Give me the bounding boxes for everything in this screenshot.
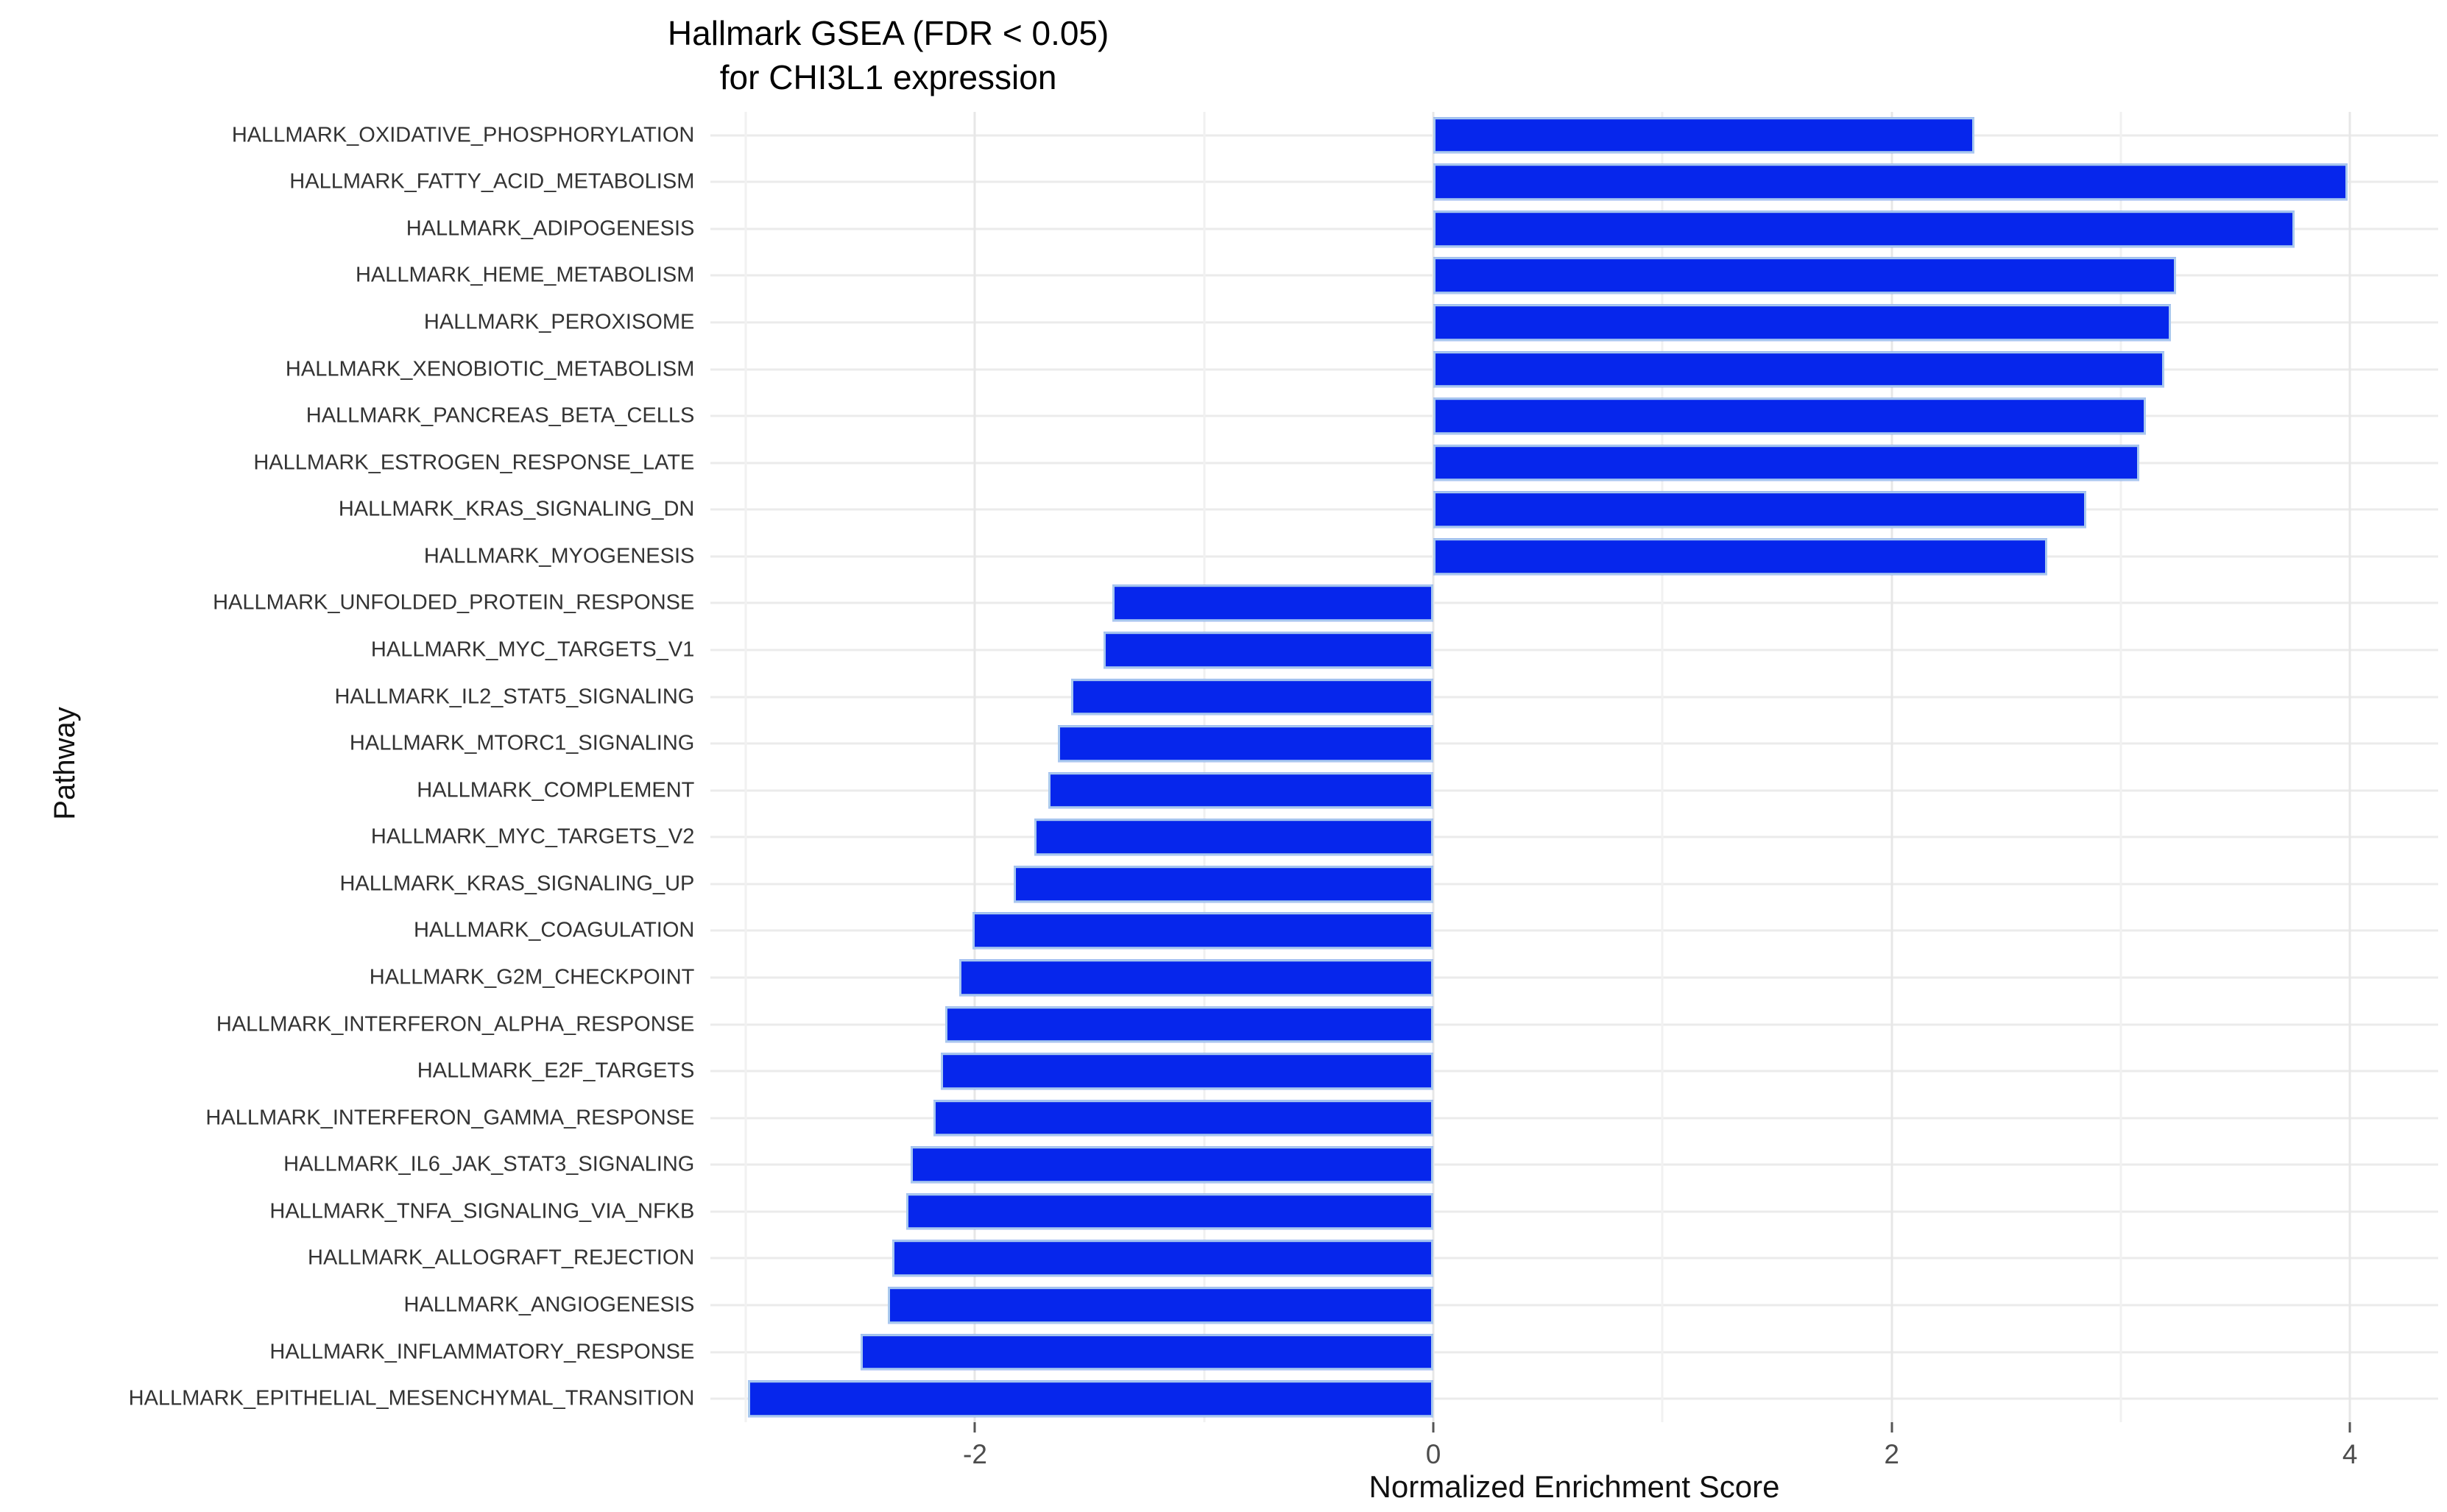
bar (1034, 819, 1434, 856)
bar (958, 959, 1434, 996)
x-tick-label: 0 (1425, 1438, 1441, 1469)
minor-gridline (2119, 111, 2122, 1422)
bar (1433, 304, 2172, 341)
bar (1048, 771, 1434, 809)
horizontal-gridline (710, 1210, 2439, 1213)
y-axis-label: HALLMARK_KRAS_SIGNALING_UP (339, 872, 695, 896)
x-tick-label: 4 (2342, 1438, 2358, 1469)
bar (1433, 116, 1974, 154)
y-axis-label: HALLMARK_MYC_TARGETS_V1 (370, 637, 695, 662)
minor-gridline (1661, 111, 1664, 1422)
y-axis-label: HALLMARK_FATTY_ACID_METABOLISM (289, 169, 695, 194)
bar (892, 1240, 1434, 1277)
x-axis-title: Normalized Enrichment Score (1369, 1469, 1780, 1505)
y-axis-label: HALLMARK_PANCREAS_BETA_CELLS (306, 403, 695, 428)
x-tick-label: 2 (1884, 1438, 1899, 1469)
minor-gridline (744, 111, 747, 1422)
bar (906, 1193, 1434, 1230)
bar (1071, 678, 1434, 716)
bar (940, 1053, 1434, 1089)
y-axis-label: HALLMARK_ADIPOGENESIS (406, 216, 695, 241)
y-axis-label: HALLMARK_IL2_STAT5_SIGNALING (334, 685, 695, 709)
horizontal-gridline (710, 1070, 2439, 1073)
x-tick-mark (1432, 1421, 1435, 1433)
bar (1433, 163, 2348, 201)
y-axis-label: HALLMARK_EPITHELIAL_MESENCHYMAL_TRANSITI… (128, 1386, 695, 1410)
y-axis-label: HALLMARK_MYOGENESIS (423, 544, 695, 568)
x-tick-label: -2 (963, 1438, 987, 1469)
y-axis-label: HALLMARK_COMPLEMENT (417, 778, 695, 802)
bar (1103, 632, 1434, 668)
horizontal-gridline (710, 1117, 2439, 1120)
horizontal-gridline (710, 929, 2439, 932)
y-axis-label: HALLMARK_G2M_CHECKPOINT (369, 965, 695, 989)
horizontal-gridline (710, 742, 2439, 745)
bar (1433, 491, 2087, 529)
y-axis-label: HALLMARK_ANGIOGENESIS (403, 1293, 695, 1317)
y-axis-label: HALLMARK_ALLOGRAFT_REJECTION (308, 1246, 695, 1270)
major-gridline (973, 111, 976, 1422)
y-axis-label: HALLMARK_XENOBIOTIC_METABOLISM (285, 357, 695, 381)
bar (911, 1146, 1434, 1184)
chart-title: Hallmark GSEA (FDR < 0.05) for CHI3L1 ex… (667, 14, 1109, 97)
bar (1433, 257, 2176, 294)
horizontal-gridline (710, 789, 2439, 792)
major-gridline (1432, 111, 1435, 1422)
horizontal-gridline (710, 1351, 2439, 1354)
y-axis-label: HALLMARK_INFLAMMATORY_RESPONSE (269, 1340, 695, 1364)
horizontal-gridline (710, 601, 2439, 604)
horizontal-gridline (710, 649, 2439, 651)
horizontal-gridline (710, 1304, 2439, 1307)
y-axis-label: HALLMARK_COAGULATION (413, 918, 695, 942)
bar (1433, 444, 2139, 481)
minor-gridline (1203, 111, 1206, 1422)
bar (1433, 350, 2165, 388)
bar (748, 1380, 1434, 1417)
y-axis-label: HALLMARK_MTORC1_SIGNALING (349, 731, 695, 755)
horizontal-gridline (710, 1257, 2439, 1260)
horizontal-gridline (710, 1163, 2439, 1166)
major-gridline (2348, 111, 2351, 1422)
x-tick-mark (1890, 1421, 1893, 1433)
y-axis-label: HALLMARK_INTERFERON_ALPHA_RESPONSE (216, 1012, 695, 1036)
y-axis-label: HALLMARK_PEROXISOME (423, 310, 695, 334)
horizontal-gridline (710, 1397, 2439, 1400)
y-axis-label: HALLMARK_HEME_METABOLISM (355, 263, 695, 287)
bar (1014, 866, 1434, 902)
bar (1433, 538, 2048, 575)
bar (860, 1333, 1434, 1371)
horizontal-gridline (710, 1023, 2439, 1026)
bar (972, 912, 1434, 950)
horizontal-gridline (710, 836, 2439, 838)
y-axis-label: HALLMARK_E2F_TARGETS (417, 1059, 695, 1083)
horizontal-gridline (710, 696, 2439, 699)
y-axis-label: HALLMARK_ESTROGEN_RESPONSE_LATE (253, 451, 695, 475)
major-gridline (1890, 111, 1893, 1422)
bar (1112, 584, 1434, 622)
y-axis-label: HALLMARK_KRAS_SIGNALING_DN (338, 497, 695, 521)
y-axis-label: HALLMARK_UNFOLDED_PROTEIN_RESPONSE (213, 590, 695, 615)
y-axis-label: HALLMARK_IL6_JAK_STAT3_SIGNALING (283, 1152, 695, 1176)
y-axis-title: Pathway (48, 707, 81, 820)
bar (1057, 725, 1434, 762)
y-axis-label: HALLMARK_TNFA_SIGNALING_VIA_NFKB (269, 1199, 695, 1223)
horizontal-gridline (710, 976, 2439, 979)
bar (945, 1006, 1434, 1043)
x-tick-mark (973, 1421, 976, 1433)
bar (1433, 398, 2147, 434)
bar (888, 1287, 1434, 1324)
y-axis-label: HALLMARK_OXIDATIVE_PHOSPHORYLATION (231, 123, 695, 147)
horizontal-gridline (710, 883, 2439, 886)
bar (933, 1099, 1434, 1137)
bar (1433, 211, 2295, 247)
x-tick-mark (2348, 1421, 2351, 1433)
y-axis-label: HALLMARK_INTERFERON_GAMMA_RESPONSE (205, 1106, 695, 1130)
y-axis-label: HALLMARK_MYC_TARGETS_V2 (370, 824, 695, 849)
